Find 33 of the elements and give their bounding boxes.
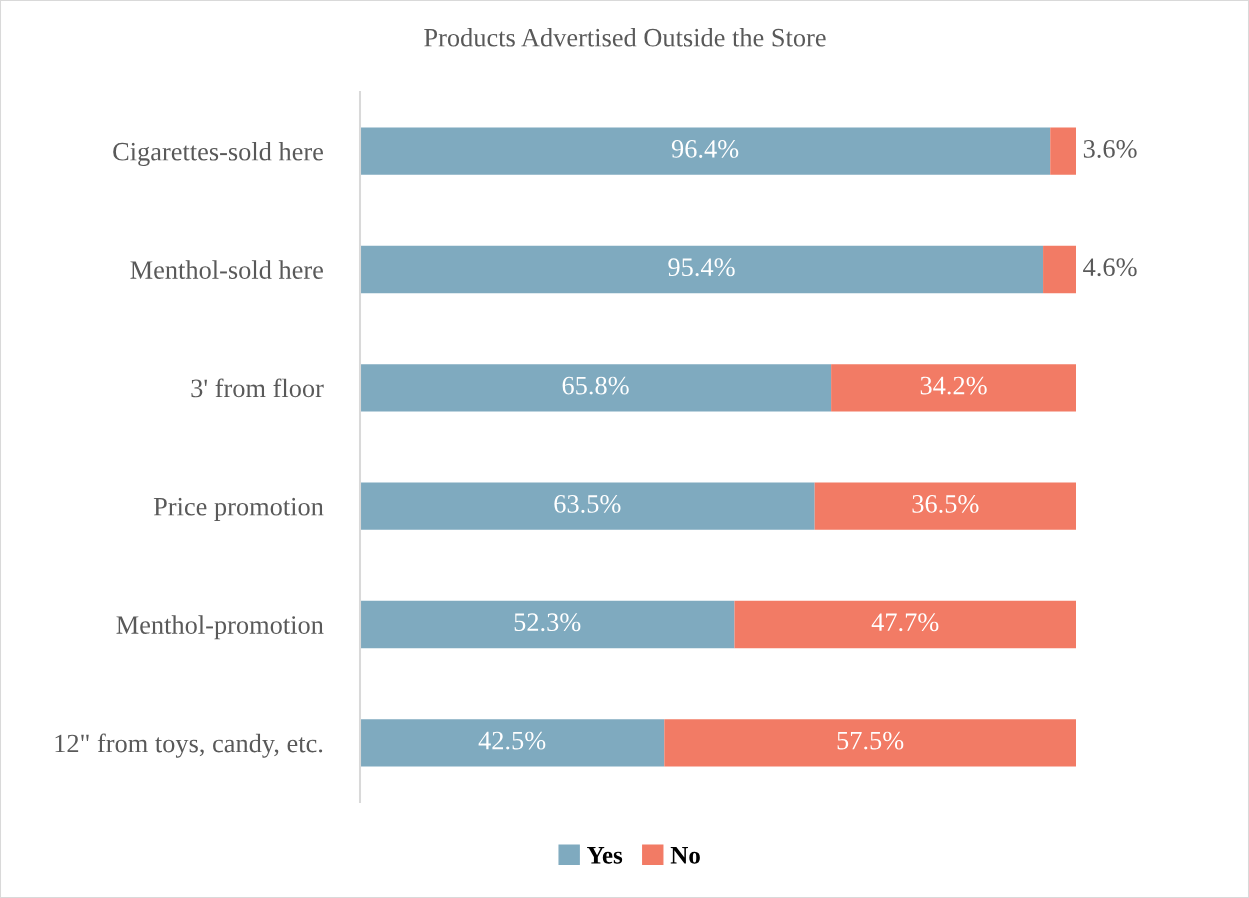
data-label: 95.4% [668,258,735,277]
bar [360,127,1051,175]
y-tick-label: Menthol-promotion [116,615,324,640]
bar [360,245,1044,294]
data-label: 3.6% [1083,139,1137,158]
data-label: 52.3% [514,613,581,632]
y-tick-label: Price promotion [153,497,324,521]
bar [360,719,665,767]
bar [734,600,1076,649]
bar [1050,127,1076,175]
y-tick-label: 12" from toys, candy, etc. [55,733,323,758]
y-tick-label: Menthol-sold here [130,260,323,279]
y-tick-label: 3' from floor [191,378,324,398]
chart-title: Products Advertised Outside the Store [424,28,826,47]
data-label: 63.5% [554,494,621,513]
bar [664,719,1076,767]
y-tick-label: Cigarettes-sold here [113,142,323,167]
data-label: 47.7% [871,613,939,632]
data-label: 57.5% [837,731,904,750]
data-label: 34.2% [920,376,987,395]
data-label: 65.8% [562,376,629,395]
data-label: 36.5% [912,494,979,513]
bar [360,600,735,649]
legend-label: No [670,847,700,864]
bar [814,482,1076,530]
bar [1043,245,1076,294]
data-label: 42.5% [478,731,546,750]
data-label: 96.4% [671,139,739,158]
bar [360,364,832,412]
data-label: 4.6% [1083,258,1137,277]
bar [831,364,1076,412]
bar [360,482,815,530]
legend-label: Yes [587,847,623,864]
